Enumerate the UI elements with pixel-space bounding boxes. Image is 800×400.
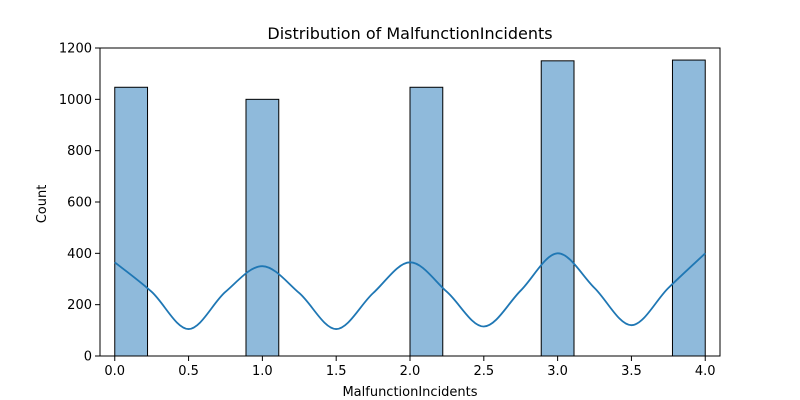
- kde-curve: [114, 252, 706, 330]
- y-tick-label: 600: [67, 196, 92, 211]
- x-tick-label: 3.5: [621, 364, 642, 379]
- y-axis-label: Count: [35, 185, 50, 224]
- x-tick-label: 1.5: [326, 364, 347, 379]
- histogram-bar-3: [540, 60, 575, 357]
- y-axis-ticks: 0 200 400 600 800 1000 1200: [59, 42, 100, 365]
- x-tick-label: 4.0: [695, 364, 716, 379]
- histogram-bar-1: [245, 98, 280, 357]
- x-tick-label: 1.0: [252, 364, 273, 379]
- x-tick-label: 0.0: [104, 364, 125, 379]
- y-tick-label: 800: [67, 144, 92, 159]
- x-axis-ticks: 0.0 0.5 1.0 1.5 2.0 2.5 3.0 3.5 4.0: [104, 356, 716, 379]
- y-tick-label: 200: [67, 298, 92, 313]
- histogram-bar-2: [409, 86, 444, 357]
- x-tick-label: 3.0: [547, 364, 568, 379]
- y-tick-label: 1000: [59, 93, 92, 108]
- y-tick-label: 1200: [59, 42, 92, 57]
- histogram-bar-4: [671, 59, 706, 357]
- y-tick-label: 0: [84, 350, 92, 365]
- chart-title: Distribution of MalfunctionIncidents: [267, 24, 552, 43]
- histogram-bar-0: [114, 86, 149, 357]
- bars-group: [114, 59, 706, 357]
- y-tick-label: 400: [67, 247, 92, 262]
- x-axis-label: MalfunctionIncidents: [342, 385, 477, 400]
- x-tick-label: 2.5: [473, 364, 494, 379]
- x-tick-label: 2.0: [400, 364, 421, 379]
- x-tick-label: 0.5: [178, 364, 199, 379]
